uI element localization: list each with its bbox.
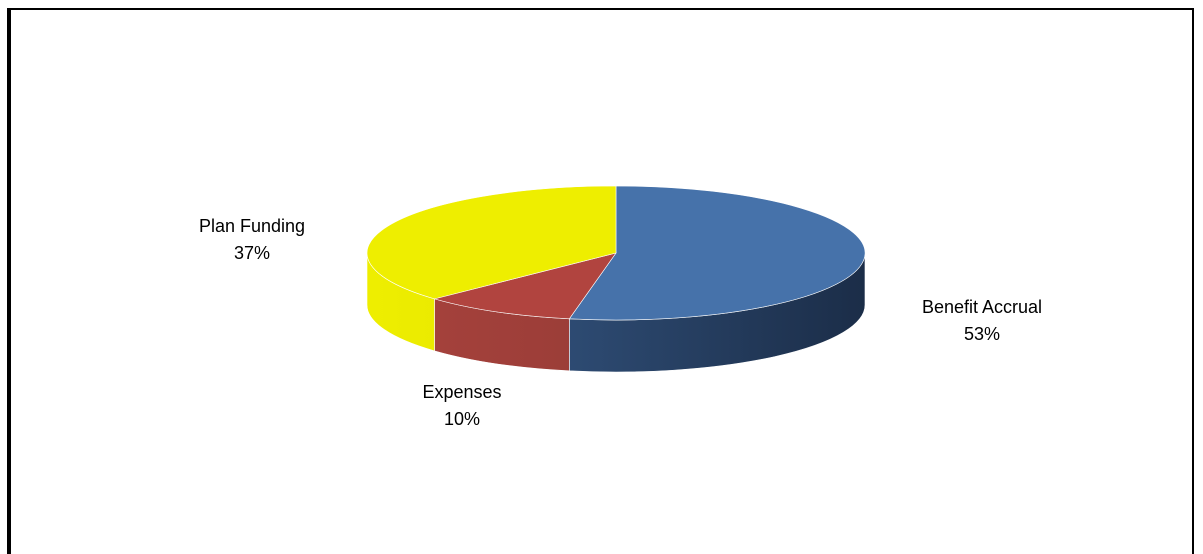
slice-value-plan-funding: 37% [234, 243, 270, 263]
slice-value-benefit-accrual: 53% [964, 324, 1000, 344]
slice-label-expenses: Expenses [422, 382, 501, 402]
slice-label-benefit-accrual: Benefit Accrual [922, 297, 1042, 317]
slice-expenses [433, 252, 617, 320]
slice-value-expenses: 10% [444, 409, 480, 429]
slice-benefit-accrual [568, 185, 866, 321]
slice-plan-funding [366, 185, 617, 300]
pie-tops [366, 185, 866, 321]
slice-label-plan-funding: Plan Funding [199, 216, 305, 236]
pie-labels: Benefit Accrual 53% Expenses 10% Plan Fundin… [199, 216, 1042, 429]
